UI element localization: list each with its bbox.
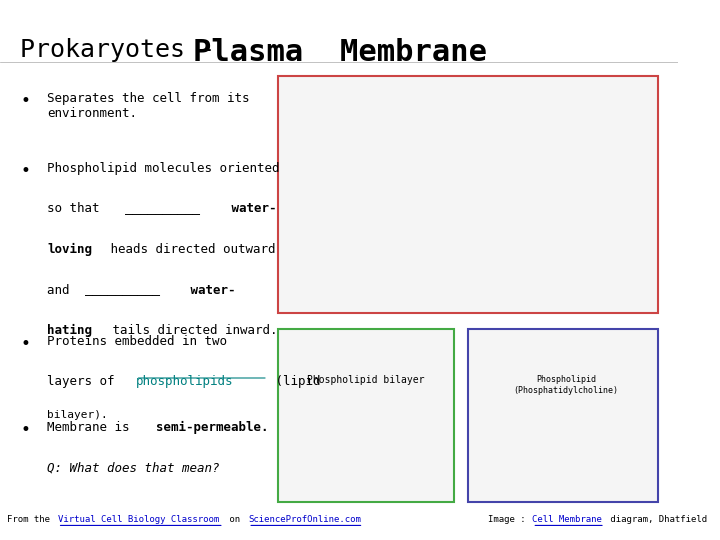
Text: •: •: [20, 92, 30, 110]
Text: Membrane is: Membrane is: [48, 421, 138, 434]
Text: Q: What does that mean?: Q: What does that mean?: [48, 462, 220, 475]
Text: •: •: [20, 162, 30, 180]
Text: phospholipids: phospholipids: [135, 375, 233, 388]
Text: Separates the cell from its
environment.: Separates the cell from its environment.: [48, 92, 250, 120]
Text: bilayer).: bilayer).: [48, 410, 108, 421]
FancyBboxPatch shape: [278, 76, 658, 313]
Text: •: •: [20, 335, 30, 353]
Text: Phospholipid molecules oriented: Phospholipid molecules oriented: [48, 162, 280, 175]
Text: Virtual Cell Biology Classroom: Virtual Cell Biology Classroom: [58, 515, 219, 524]
Text: on: on: [224, 515, 246, 524]
Text: __________: __________: [125, 202, 200, 215]
Text: so that: so that: [48, 202, 107, 215]
Text: __________: __________: [85, 284, 160, 296]
Text: and: and: [48, 284, 78, 296]
Text: Proteins embedded in two: Proteins embedded in two: [48, 335, 228, 348]
Text: •: •: [20, 421, 30, 439]
Text: heads directed outward: heads directed outward: [103, 243, 276, 256]
Text: diagram, Dhatfield: diagram, Dhatfield: [605, 515, 707, 524]
Text: From the: From the: [6, 515, 60, 524]
Text: water-: water-: [224, 202, 276, 215]
FancyBboxPatch shape: [278, 329, 454, 502]
Text: Plasma  Membrane: Plasma Membrane: [193, 38, 487, 67]
Text: (lipid: (lipid: [268, 375, 320, 388]
Text: Image :: Image :: [488, 515, 531, 524]
Text: layers of: layers of: [48, 375, 122, 388]
Text: Cell Membrane: Cell Membrane: [532, 515, 602, 524]
Text: Prokaryotes -: Prokaryotes -: [20, 38, 230, 62]
Text: semi-permeable.: semi-permeable.: [156, 421, 269, 434]
Text: ScienceProfOnline.com: ScienceProfOnline.com: [248, 515, 361, 524]
Text: Phospholipid bilayer: Phospholipid bilayer: [307, 375, 425, 386]
Text: Phospholipid
(Phosphatidylcholine): Phospholipid (Phosphatidylcholine): [514, 375, 618, 395]
Text: loving: loving: [48, 243, 92, 256]
Text: hating: hating: [48, 324, 92, 337]
Text: water-: water-: [183, 284, 235, 296]
Text: tails directed inward.: tails directed inward.: [105, 324, 278, 337]
FancyBboxPatch shape: [468, 329, 658, 502]
